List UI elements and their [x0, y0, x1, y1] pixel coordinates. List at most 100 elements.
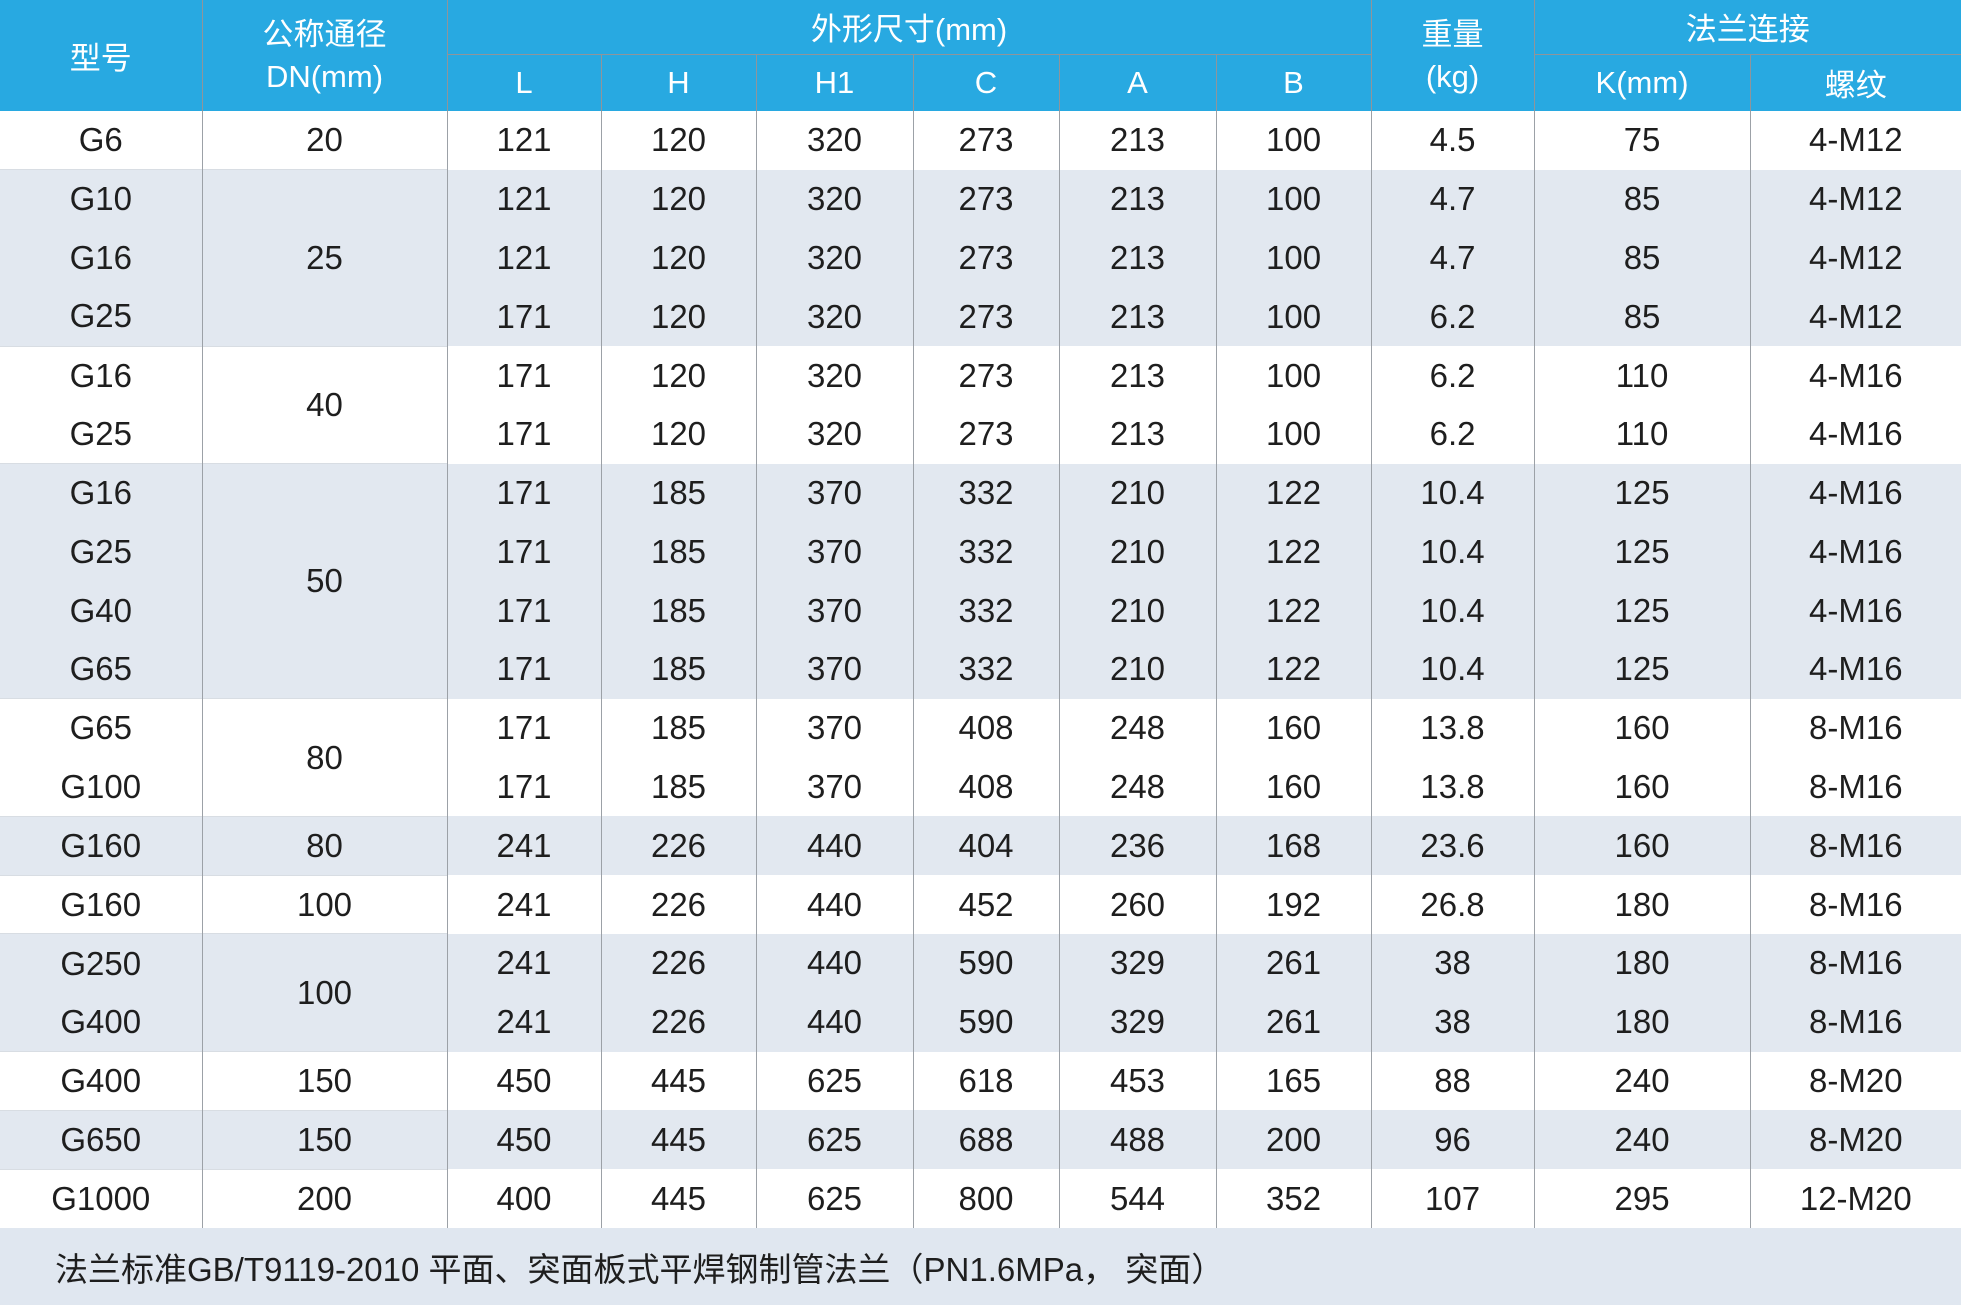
- dim-cell: 800: [912, 1169, 1059, 1228]
- thread-cell: 4-M16: [1749, 522, 1961, 582]
- dim-cell: 185: [600, 463, 756, 523]
- table-row: G100 171 185 370 408 248 160 13.8 160 8-M16: [0, 757, 1961, 817]
- dim-cell: 241: [446, 992, 601, 1052]
- dim-cell: 261: [1215, 933, 1372, 993]
- thread-cell: 8-M16: [1749, 933, 1961, 993]
- dim-cell: 213: [1058, 169, 1216, 229]
- dim-cell: 273: [912, 287, 1059, 347]
- weight-cell: 10.4: [1370, 463, 1535, 523]
- model-cell: G16: [0, 228, 202, 288]
- k-flange-cell: 160: [1533, 698, 1751, 758]
- col-header-flange-group: 法兰连接: [1533, 0, 1961, 55]
- weight-cell: 6.2: [1370, 287, 1535, 347]
- model-cell: G25: [0, 404, 202, 464]
- weight-cell: 4.7: [1370, 228, 1535, 288]
- dim-cell: 213: [1058, 404, 1216, 464]
- model-cell: G16: [0, 345, 202, 405]
- dim-cell: 261: [1215, 992, 1372, 1052]
- table-row: G160 100 241 226 440 452 260 192 26.8 180 8-M16: [0, 874, 1961, 934]
- model-cell: G25: [0, 287, 202, 347]
- dim-cell: 445: [600, 1169, 756, 1228]
- dim-cell: 122: [1215, 522, 1372, 582]
- k-flange-cell: 160: [1533, 816, 1751, 876]
- dim-cell: 400: [446, 1169, 601, 1228]
- dim-cell: 168: [1215, 816, 1372, 876]
- thread-cell: 8-M16: [1749, 698, 1961, 758]
- col-header-weight: 重量 (kg): [1370, 0, 1535, 111]
- dim-cell: 332: [912, 522, 1059, 582]
- model-cell: G160: [0, 815, 202, 876]
- dim-cell: 122: [1215, 463, 1372, 523]
- table-row: G400 241 226 440 590 329 261 38 180 8-M16: [0, 992, 1961, 1052]
- k-flange-cell: 85: [1533, 228, 1751, 288]
- dim-cell: 171: [446, 698, 601, 758]
- k-flange-cell: 125: [1533, 640, 1751, 699]
- dim-cell: 440: [755, 992, 913, 1052]
- dim-cell: 408: [912, 757, 1059, 817]
- dim-cell: 226: [600, 816, 756, 876]
- dim-cell: 625: [755, 1051, 913, 1111]
- dim-cell: 210: [1058, 581, 1216, 641]
- k-flange-cell: 110: [1533, 346, 1751, 405]
- dim-cell: 625: [755, 1169, 913, 1228]
- model-cell: G16: [0, 463, 202, 523]
- dim-cell: 544: [1058, 1169, 1216, 1228]
- dim-cell: 200: [1215, 1110, 1372, 1170]
- dim-cell: 453: [1058, 1051, 1216, 1111]
- dim-cell: 210: [1058, 640, 1216, 699]
- col-header-thread: 螺纹: [1749, 54, 1961, 111]
- dimensions-table: 型号 公称通径 DN(mm) 外形尺寸(mm) 重量 (kg) 法兰连接 L H…: [0, 0, 1961, 1228]
- weight-cell: 38: [1370, 933, 1535, 993]
- dim-cell: 213: [1058, 111, 1216, 170]
- dim-cell: 100: [1215, 169, 1372, 229]
- dim-cell: 332: [912, 463, 1059, 523]
- dim-cell: 452: [912, 875, 1059, 934]
- thread-cell: 4-M16: [1749, 640, 1961, 699]
- dim-cell: 171: [446, 640, 601, 699]
- model-cell: G160: [0, 874, 202, 934]
- dim-cell: 121: [446, 169, 601, 229]
- col-header-dn: 公称通径 DN(mm): [201, 0, 447, 111]
- dim-cell: 445: [600, 1110, 756, 1170]
- thread-cell: 4-M12: [1749, 228, 1961, 288]
- dim-cell: 160: [1215, 698, 1372, 758]
- dim-cell: 100: [1215, 287, 1372, 347]
- dim-cell: 370: [755, 640, 913, 699]
- dim-cell: 320: [755, 169, 913, 229]
- dim-cell: 226: [600, 933, 756, 993]
- dim-cell: 618: [912, 1051, 1059, 1111]
- dim-cell: 213: [1058, 287, 1216, 347]
- table-row: G16 50 171 185 370 332 210 122 10.4 125 4-M16: [0, 463, 1961, 699]
- dim-cell: 236: [1058, 816, 1216, 876]
- dim-cell: 122: [1215, 640, 1372, 699]
- dim-cell: 445: [600, 1051, 756, 1111]
- dn-cell: 40: [201, 345, 447, 464]
- k-flange-cell: 180: [1533, 875, 1751, 934]
- dim-cell: 185: [600, 698, 756, 758]
- weight-cell: 10.4: [1370, 522, 1535, 582]
- dim-cell: 171: [446, 287, 601, 347]
- col-header-weight-line2: (kg): [1425, 58, 1480, 94]
- table-row: G65 171 185 370 332 210 122 10.4 125 4-M16: [0, 640, 1961, 699]
- dim-cell: 320: [755, 287, 913, 347]
- k-flange-cell: 125: [1533, 463, 1751, 523]
- table-row: G25 171 185 370 332 210 122 10.4 125 4-M16: [0, 522, 1961, 582]
- table-row: G6 20 121 120 320 273 213 100 4.5 75 4-M12: [0, 111, 1961, 170]
- col-header-H1: H1: [755, 54, 913, 111]
- col-header-B: B: [1215, 54, 1372, 111]
- dn-cell: 200: [201, 1168, 447, 1228]
- table-row: G1000 200 400 445 625 800 544 352 107 295 12-M20: [0, 1168, 1961, 1228]
- model-cell: G1000: [0, 1168, 202, 1228]
- table-header: 型号 公称通径 DN(mm) 外形尺寸(mm) 重量 (kg) 法兰连接 L H…: [0, 0, 1961, 111]
- dim-cell: 210: [1058, 463, 1216, 523]
- thread-cell: 12-M20: [1749, 1169, 1961, 1228]
- dim-cell: 273: [912, 111, 1059, 170]
- model-cell: G650: [0, 1109, 202, 1170]
- thread-cell: 4-M12: [1749, 287, 1961, 347]
- dim-cell: 590: [912, 933, 1059, 993]
- model-cell: G40: [0, 581, 202, 641]
- dim-cell: 120: [600, 346, 756, 405]
- thread-cell: 4-M16: [1749, 346, 1961, 405]
- col-header-dims-group: 外形尺寸(mm): [446, 0, 1372, 55]
